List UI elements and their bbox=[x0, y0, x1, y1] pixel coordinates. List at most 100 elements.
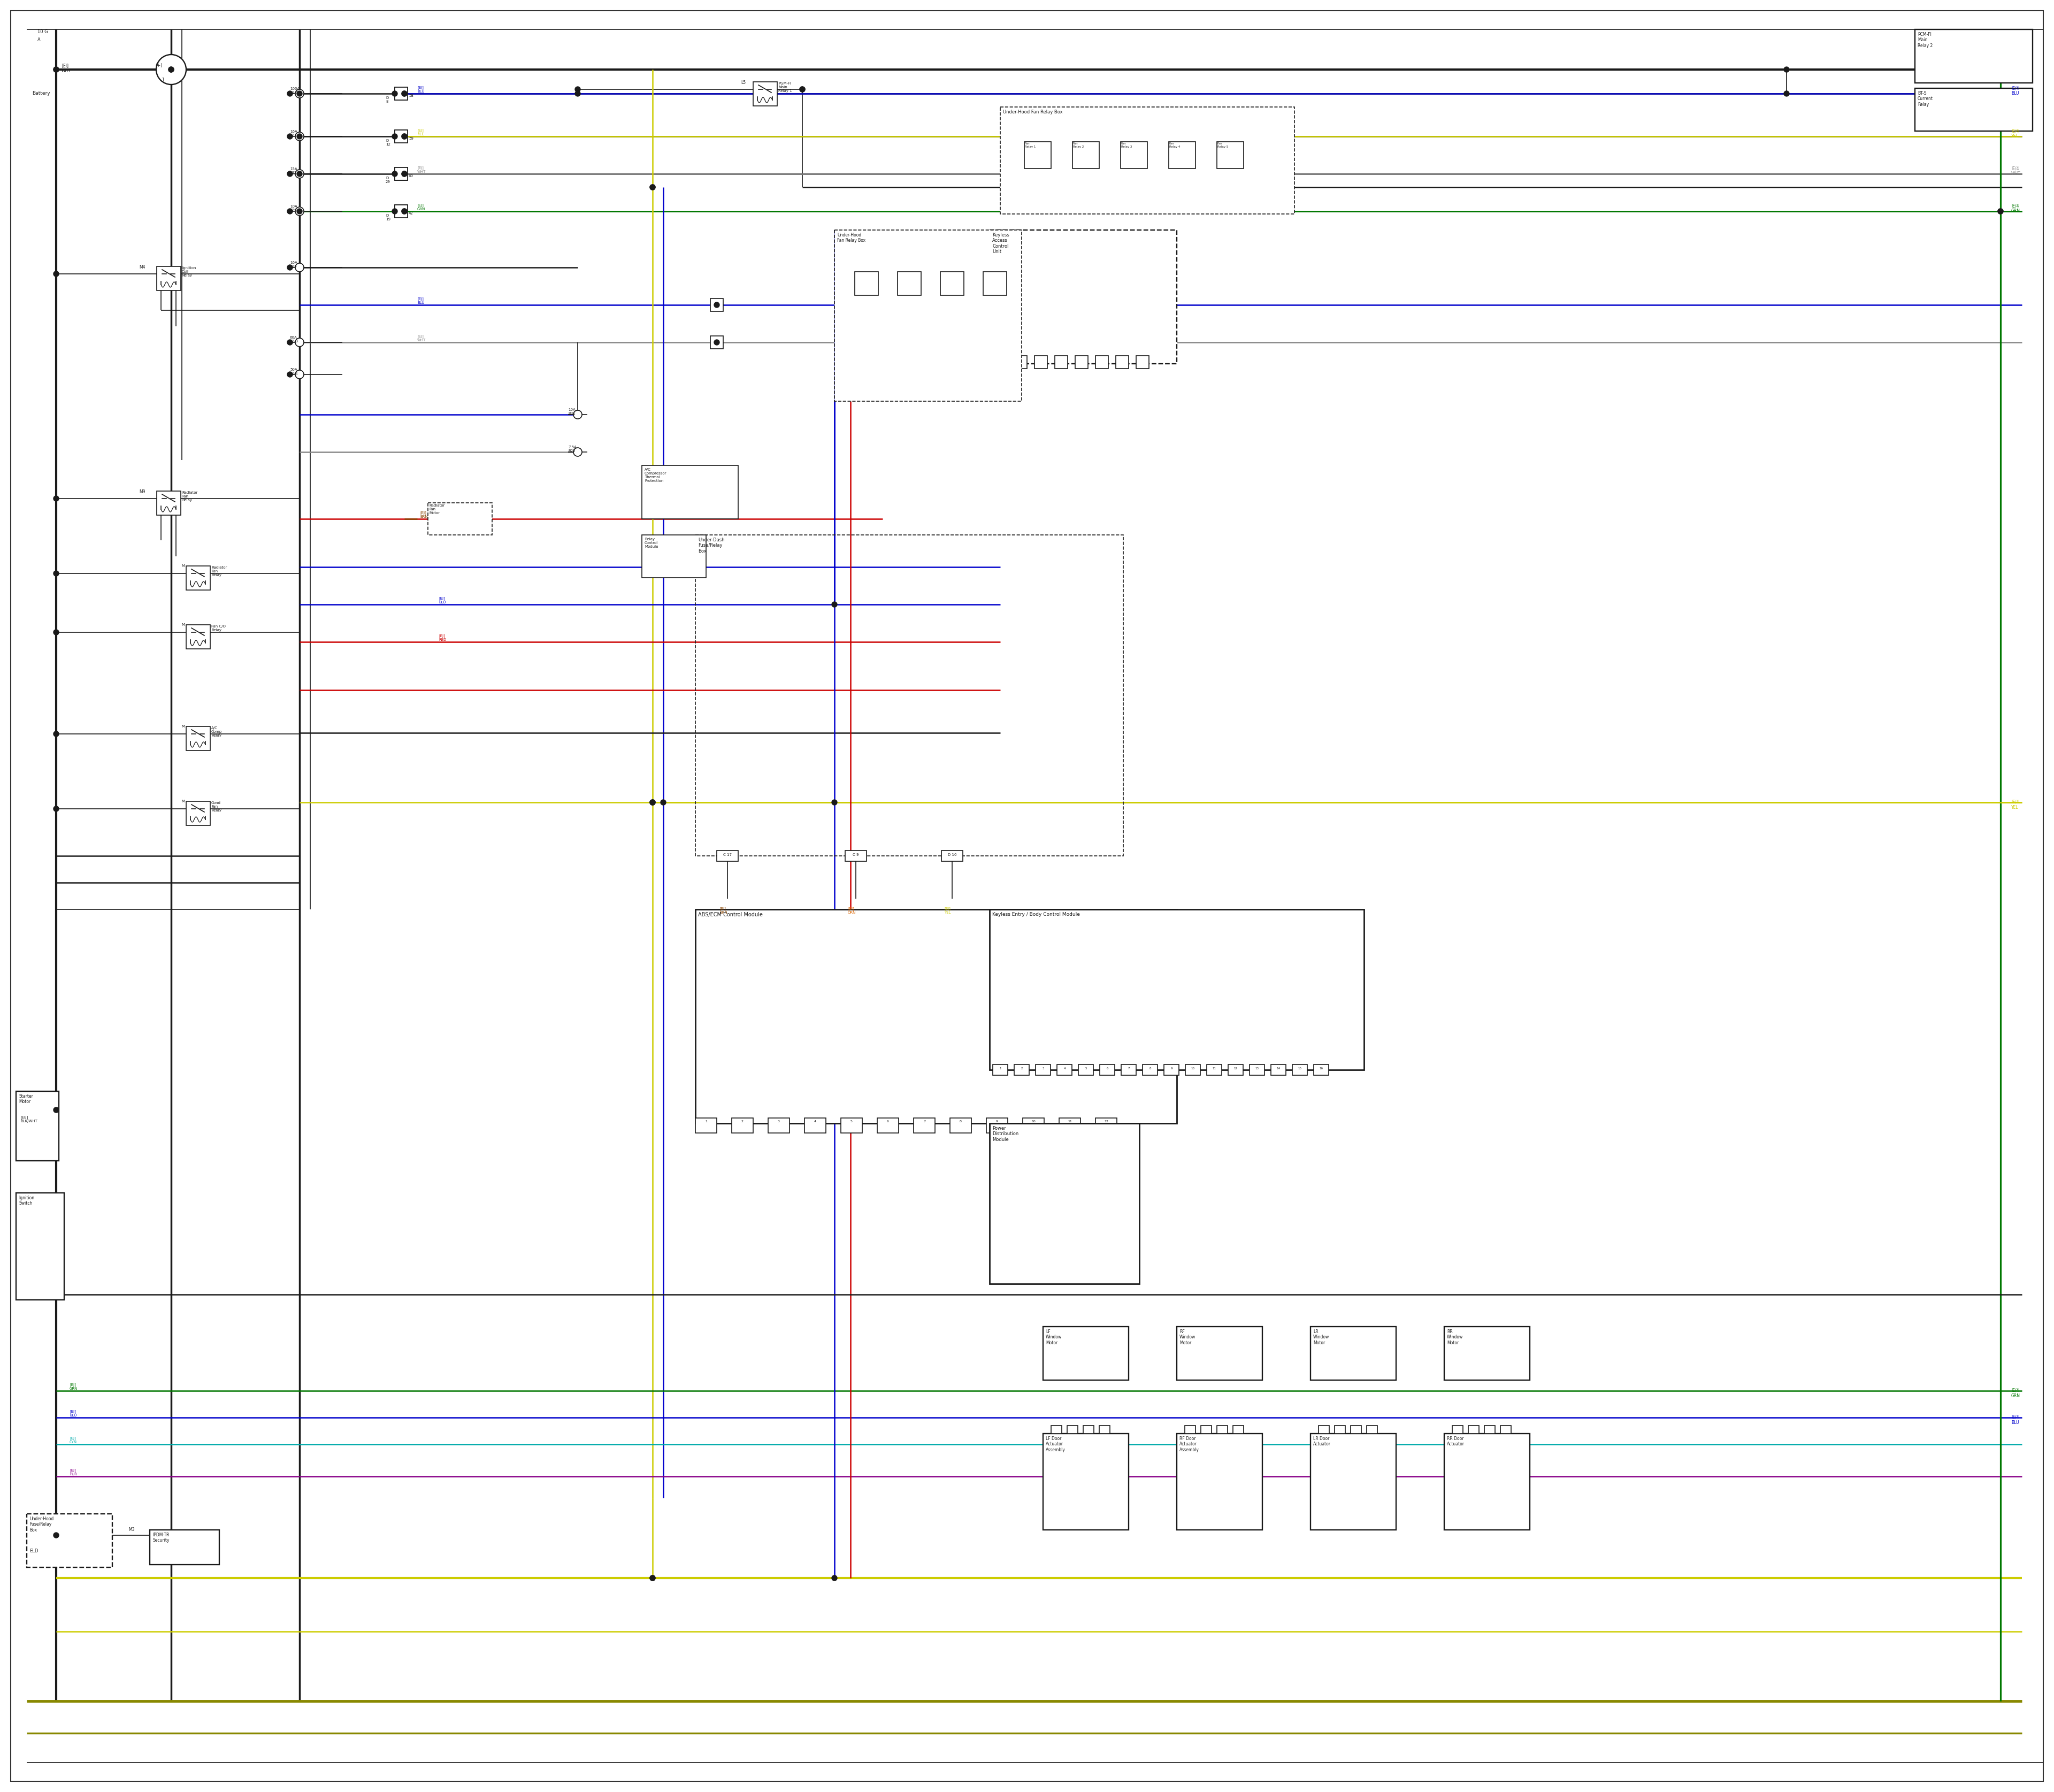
Bar bbox=[156, 267, 181, 290]
Circle shape bbox=[392, 134, 396, 140]
Text: [EJ]
YEL: [EJ] YEL bbox=[945, 907, 951, 914]
Text: IE/4
BLU: IE/4 BLU bbox=[2011, 86, 2019, 97]
Circle shape bbox=[288, 91, 292, 97]
Circle shape bbox=[573, 410, 581, 419]
Text: 16: 16 bbox=[1319, 1068, 1323, 1070]
Bar bbox=[27, 1514, 113, 1568]
Circle shape bbox=[1783, 66, 1789, 72]
Bar bbox=[1068, 1426, 1078, 1434]
Circle shape bbox=[403, 91, 407, 97]
Bar bbox=[994, 357, 1006, 369]
Bar bbox=[1165, 1064, 1179, 1075]
Bar bbox=[427, 504, 493, 536]
Circle shape bbox=[649, 1575, 655, 1581]
Bar bbox=[1271, 1064, 1286, 1075]
Text: [EJ]
WHT: [EJ] WHT bbox=[417, 335, 425, 342]
Text: Radiator
Fan
Relay: Radiator Fan Relay bbox=[212, 566, 228, 577]
Bar bbox=[1185, 1064, 1200, 1075]
Text: A/C
Comp
Relay: A/C Comp Relay bbox=[212, 726, 222, 737]
Bar bbox=[1169, 142, 1195, 168]
Circle shape bbox=[649, 799, 655, 805]
Text: PCM-FI
Main
Relay 2: PCM-FI Main Relay 2 bbox=[1918, 32, 1933, 48]
Bar bbox=[711, 335, 723, 349]
Text: M3: M3 bbox=[127, 1527, 134, 1532]
Bar bbox=[1025, 142, 1052, 168]
Text: Cond
Fan
Relay: Cond Fan Relay bbox=[212, 801, 222, 812]
Bar bbox=[1035, 1064, 1050, 1075]
Circle shape bbox=[53, 66, 60, 72]
Bar bbox=[1043, 1326, 1128, 1380]
Circle shape bbox=[296, 90, 304, 99]
Bar bbox=[754, 82, 776, 106]
Bar bbox=[1319, 1426, 1329, 1434]
Bar bbox=[1185, 1426, 1195, 1434]
Text: Fan
Relay 5: Fan Relay 5 bbox=[1218, 142, 1228, 149]
Text: Ignition
Coil
Relay: Ignition Coil Relay bbox=[183, 267, 195, 278]
Circle shape bbox=[296, 208, 304, 215]
Bar bbox=[1292, 1064, 1306, 1075]
Bar bbox=[1216, 142, 1243, 168]
Circle shape bbox=[156, 54, 187, 84]
Bar bbox=[1000, 108, 1294, 213]
Text: C 17: C 17 bbox=[723, 853, 731, 857]
Text: 100A
A1-6: 100A A1-6 bbox=[290, 88, 300, 95]
Circle shape bbox=[661, 799, 665, 805]
Bar bbox=[394, 204, 407, 217]
Text: 11: 11 bbox=[1068, 1120, 1072, 1124]
Text: 1: 1 bbox=[705, 1120, 707, 1124]
Bar bbox=[986, 1118, 1009, 1133]
Bar bbox=[1136, 357, 1148, 369]
Circle shape bbox=[296, 133, 304, 142]
Text: 15: 15 bbox=[1298, 1068, 1302, 1070]
Bar bbox=[1115, 357, 1128, 369]
Bar bbox=[1177, 1326, 1263, 1380]
Bar bbox=[805, 1118, 826, 1133]
Text: Keyless Entry / Body Control Module: Keyless Entry / Body Control Module bbox=[992, 912, 1080, 918]
Text: [EJ]
GRN: [EJ] GRN bbox=[70, 1383, 78, 1391]
Text: 60A
A2-3: 60A A2-3 bbox=[290, 335, 298, 342]
Bar bbox=[1310, 1434, 1397, 1530]
Bar bbox=[641, 466, 737, 520]
Text: 4: 4 bbox=[813, 1120, 815, 1124]
Text: M: M bbox=[181, 624, 185, 627]
Circle shape bbox=[832, 1575, 838, 1581]
Bar bbox=[1052, 1426, 1062, 1434]
Circle shape bbox=[298, 91, 302, 97]
Circle shape bbox=[298, 172, 302, 177]
Text: Fan
Relay 1: Fan Relay 1 bbox=[1025, 142, 1035, 149]
Circle shape bbox=[715, 303, 719, 308]
Text: RF
Window
Motor: RF Window Motor bbox=[1179, 1330, 1195, 1346]
Circle shape bbox=[403, 208, 407, 213]
Text: 10A
B31: 10A B31 bbox=[569, 409, 575, 416]
Bar bbox=[187, 625, 210, 649]
Bar bbox=[696, 909, 1177, 1124]
Bar bbox=[990, 229, 1177, 364]
Circle shape bbox=[53, 731, 60, 737]
Text: D
12: D 12 bbox=[386, 140, 390, 145]
Text: 1: 1 bbox=[162, 77, 164, 82]
Text: 58: 58 bbox=[409, 95, 413, 97]
Text: IE/4
BLU: IE/4 BLU bbox=[2011, 1416, 2019, 1425]
Circle shape bbox=[288, 172, 292, 177]
Text: 13: 13 bbox=[1255, 1068, 1259, 1070]
Circle shape bbox=[392, 208, 396, 213]
Circle shape bbox=[573, 448, 581, 457]
Text: RR
Window
Motor: RR Window Motor bbox=[1446, 1330, 1462, 1346]
Circle shape bbox=[53, 271, 60, 276]
Circle shape bbox=[799, 86, 805, 91]
Text: 16A
A21: 16A A21 bbox=[290, 131, 298, 136]
Bar bbox=[984, 272, 1006, 296]
Bar bbox=[1082, 1426, 1095, 1434]
Bar bbox=[1232, 1426, 1243, 1434]
Text: IE/4
GRN: IE/4 GRN bbox=[2011, 1389, 2021, 1398]
Circle shape bbox=[392, 172, 396, 177]
Text: PGM-FI
Main
Relay 1: PGM-FI Main Relay 1 bbox=[778, 82, 793, 93]
Circle shape bbox=[392, 91, 396, 97]
Bar bbox=[1043, 1434, 1128, 1530]
Bar bbox=[1060, 1118, 1080, 1133]
Text: Fan
Relay 4: Fan Relay 4 bbox=[1169, 142, 1181, 149]
Circle shape bbox=[403, 91, 407, 97]
Circle shape bbox=[649, 185, 655, 190]
Bar bbox=[1914, 88, 2033, 131]
Circle shape bbox=[403, 134, 407, 140]
